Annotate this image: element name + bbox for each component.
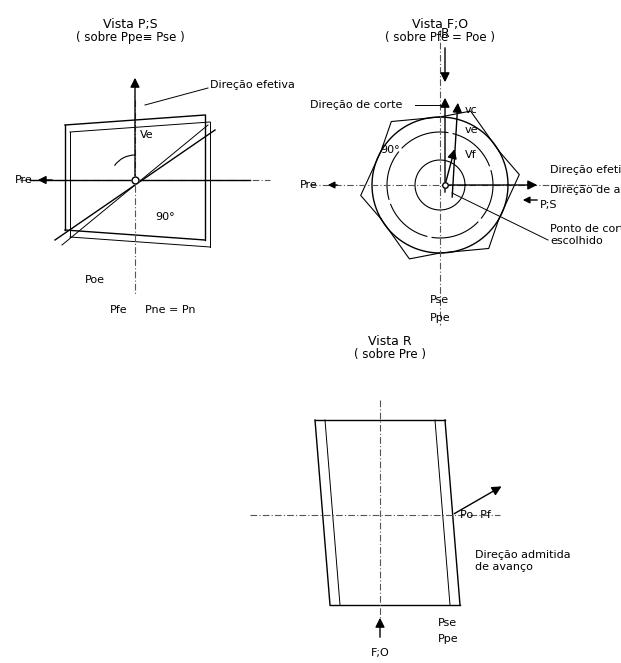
Text: Direção efetiva: Direção efetiva bbox=[210, 80, 295, 90]
Text: Direção admitida
de avanço: Direção admitida de avanço bbox=[475, 550, 571, 572]
Text: ( sobre Pfe = Poe ): ( sobre Pfe = Poe ) bbox=[385, 31, 495, 44]
Text: Ppe: Ppe bbox=[438, 634, 459, 644]
Text: Ve: Ve bbox=[140, 130, 153, 140]
Text: F;O: F;O bbox=[371, 648, 389, 658]
Text: Vista F;O: Vista F;O bbox=[412, 18, 468, 31]
Text: Pse: Pse bbox=[430, 295, 449, 305]
Text: ve: ve bbox=[465, 125, 479, 135]
Text: Poe: Poe bbox=[85, 275, 105, 285]
Text: ( sobre Pre ): ( sobre Pre ) bbox=[354, 348, 426, 361]
Text: Pre: Pre bbox=[15, 175, 33, 185]
Text: Direção de avanço: Direção de avanço bbox=[550, 185, 621, 195]
Text: Ppe: Ppe bbox=[430, 313, 451, 323]
Text: P;S: P;S bbox=[540, 200, 558, 210]
Text: Pne = Pn: Pne = Pn bbox=[145, 305, 196, 315]
Text: vc: vc bbox=[465, 105, 478, 115]
Text: Po  Pf: Po Pf bbox=[460, 510, 491, 520]
Text: Ponto de corte
escolhido: Ponto de corte escolhido bbox=[550, 224, 621, 246]
Text: 90°: 90° bbox=[155, 212, 175, 222]
Text: Pre: Pre bbox=[300, 180, 318, 190]
Text: Direção de corte: Direção de corte bbox=[310, 100, 402, 110]
Text: Vista R: Vista R bbox=[368, 335, 412, 348]
Text: 90°: 90° bbox=[380, 145, 400, 155]
Text: Vista P;S: Vista P;S bbox=[102, 18, 157, 31]
Text: R: R bbox=[441, 27, 450, 40]
Text: Pfe: Pfe bbox=[110, 305, 128, 315]
Text: Vf: Vf bbox=[465, 150, 477, 160]
Text: Pse: Pse bbox=[438, 618, 457, 628]
Text: Direção efetiva: Direção efetiva bbox=[550, 165, 621, 175]
Text: ( sobre Ppe≡ Pse ): ( sobre Ppe≡ Pse ) bbox=[76, 31, 184, 44]
